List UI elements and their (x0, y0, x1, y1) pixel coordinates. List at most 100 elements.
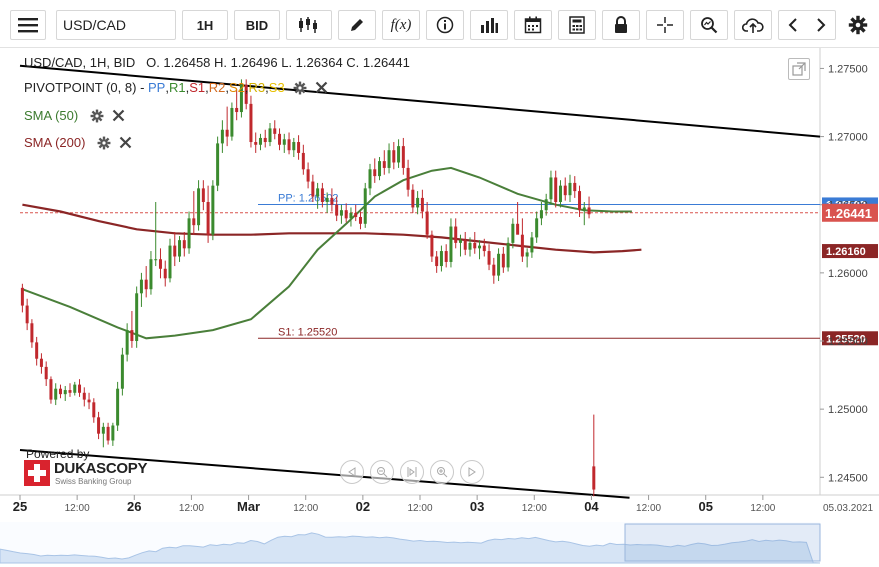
candle-body (592, 466, 596, 490)
candle (325, 192, 329, 213)
settings-button[interactable] (842, 10, 874, 40)
sma200-settings-icon[interactable] (97, 136, 111, 150)
last-price-axis-value: 1.26441 (825, 206, 872, 221)
candle (316, 182, 320, 209)
candle (154, 201, 158, 267)
candle (273, 120, 277, 140)
info-button[interactable] (426, 10, 464, 40)
candle-body (439, 251, 443, 267)
calculator-button[interactable] (558, 10, 596, 40)
candle (439, 245, 443, 272)
candle (473, 231, 477, 254)
candle (120, 347, 124, 396)
candle (592, 414, 596, 497)
zoom-out-button[interactable] (370, 460, 394, 484)
candle-body (563, 185, 567, 196)
symbol-selector[interactable]: USD/CAD (56, 10, 176, 40)
candle (330, 188, 334, 212)
candle-body (425, 211, 429, 235)
candle (254, 132, 258, 153)
dukascopy-logo: DUKASCOPY Swiss Banking Group (24, 460, 154, 490)
candle-body (497, 253, 501, 276)
candle (435, 251, 439, 273)
x-tick-label: 12:00 (407, 503, 432, 514)
x-tick-label: 12:00 (522, 503, 547, 514)
candle (516, 201, 520, 235)
candle (158, 248, 162, 279)
pivot-r2-label: R2 (208, 80, 226, 95)
crosshair-button[interactable] (646, 10, 684, 40)
pivot-settings-icon[interactable] (293, 81, 307, 95)
candle (144, 266, 148, 298)
zoom-in-button[interactable] (430, 460, 454, 484)
pivot-s1-label: S1 (189, 80, 206, 95)
candle-body (163, 268, 167, 279)
candle (20, 283, 24, 313)
pivot-remove-icon[interactable] (315, 81, 328, 94)
candle-body (444, 251, 448, 262)
candle (116, 381, 120, 431)
x-tick-label: 12:00 (65, 503, 90, 514)
indicators-button[interactable]: f(x) (382, 10, 420, 40)
sma50-remove-icon[interactable] (112, 109, 125, 122)
y-tick-label: 1.25000 (828, 404, 868, 416)
candle-body (378, 161, 382, 177)
candle-body (25, 305, 29, 324)
chevron-left-icon[interactable] (785, 16, 803, 34)
candle (568, 174, 572, 202)
candle-body (182, 240, 186, 249)
timeframe-button[interactable]: 1H (182, 10, 228, 40)
zoom-button[interactable] (690, 10, 728, 40)
chart-type-button[interactable] (286, 10, 332, 40)
candle (49, 376, 53, 404)
candle (68, 383, 72, 397)
candle (92, 398, 96, 423)
candle (478, 240, 482, 260)
chevron-right-icon[interactable] (811, 16, 829, 34)
zoom-icon (701, 17, 718, 34)
reset-zoom-button[interactable] (400, 460, 424, 484)
candle (530, 231, 534, 258)
candle-body (30, 323, 34, 343)
volume-button[interactable] (470, 10, 508, 40)
candle-body (92, 402, 96, 418)
candle-body (282, 139, 286, 145)
scroll-left-button[interactable] (340, 460, 364, 484)
candle-body (311, 181, 315, 197)
expand-button[interactable] (788, 58, 810, 80)
candle (544, 193, 548, 216)
candle (554, 170, 558, 208)
pivot-s3-label: S3 (268, 80, 285, 95)
draw-button[interactable] (338, 10, 376, 40)
scroll-right-button[interactable] (460, 460, 484, 484)
expand-icon (792, 62, 806, 76)
candle (520, 218, 524, 262)
candle (306, 162, 310, 189)
ohlc-legend: USD/CAD, 1H, BID O. 1.26458 H. 1.26496 L… (24, 55, 410, 70)
candle-body (273, 128, 277, 134)
sma50-settings-icon[interactable] (90, 109, 104, 123)
pivot-pp-label: PP: 1.26502 (278, 192, 339, 204)
candlestick-icon (299, 17, 317, 33)
candle (358, 211, 362, 230)
candle (25, 298, 29, 331)
candle (425, 201, 429, 239)
pivot-separator: , (225, 80, 230, 95)
candle (201, 180, 205, 211)
candle-body (544, 199, 548, 211)
price-side-button[interactable]: BID (234, 10, 280, 40)
sma200-line (22, 203, 642, 254)
sma200-legend: SMA (200) (24, 135, 132, 150)
sma200-remove-icon[interactable] (119, 136, 132, 149)
candle-body (316, 188, 320, 197)
calendar-button[interactable] (514, 10, 552, 40)
share-button[interactable] (734, 10, 772, 40)
history-nav-group (778, 10, 836, 40)
candle-body (206, 201, 210, 235)
candle-body (492, 264, 496, 276)
candle-body (549, 177, 553, 200)
lock-button[interactable] (602, 10, 640, 40)
menu-button[interactable] (10, 10, 46, 40)
candle (130, 311, 134, 348)
